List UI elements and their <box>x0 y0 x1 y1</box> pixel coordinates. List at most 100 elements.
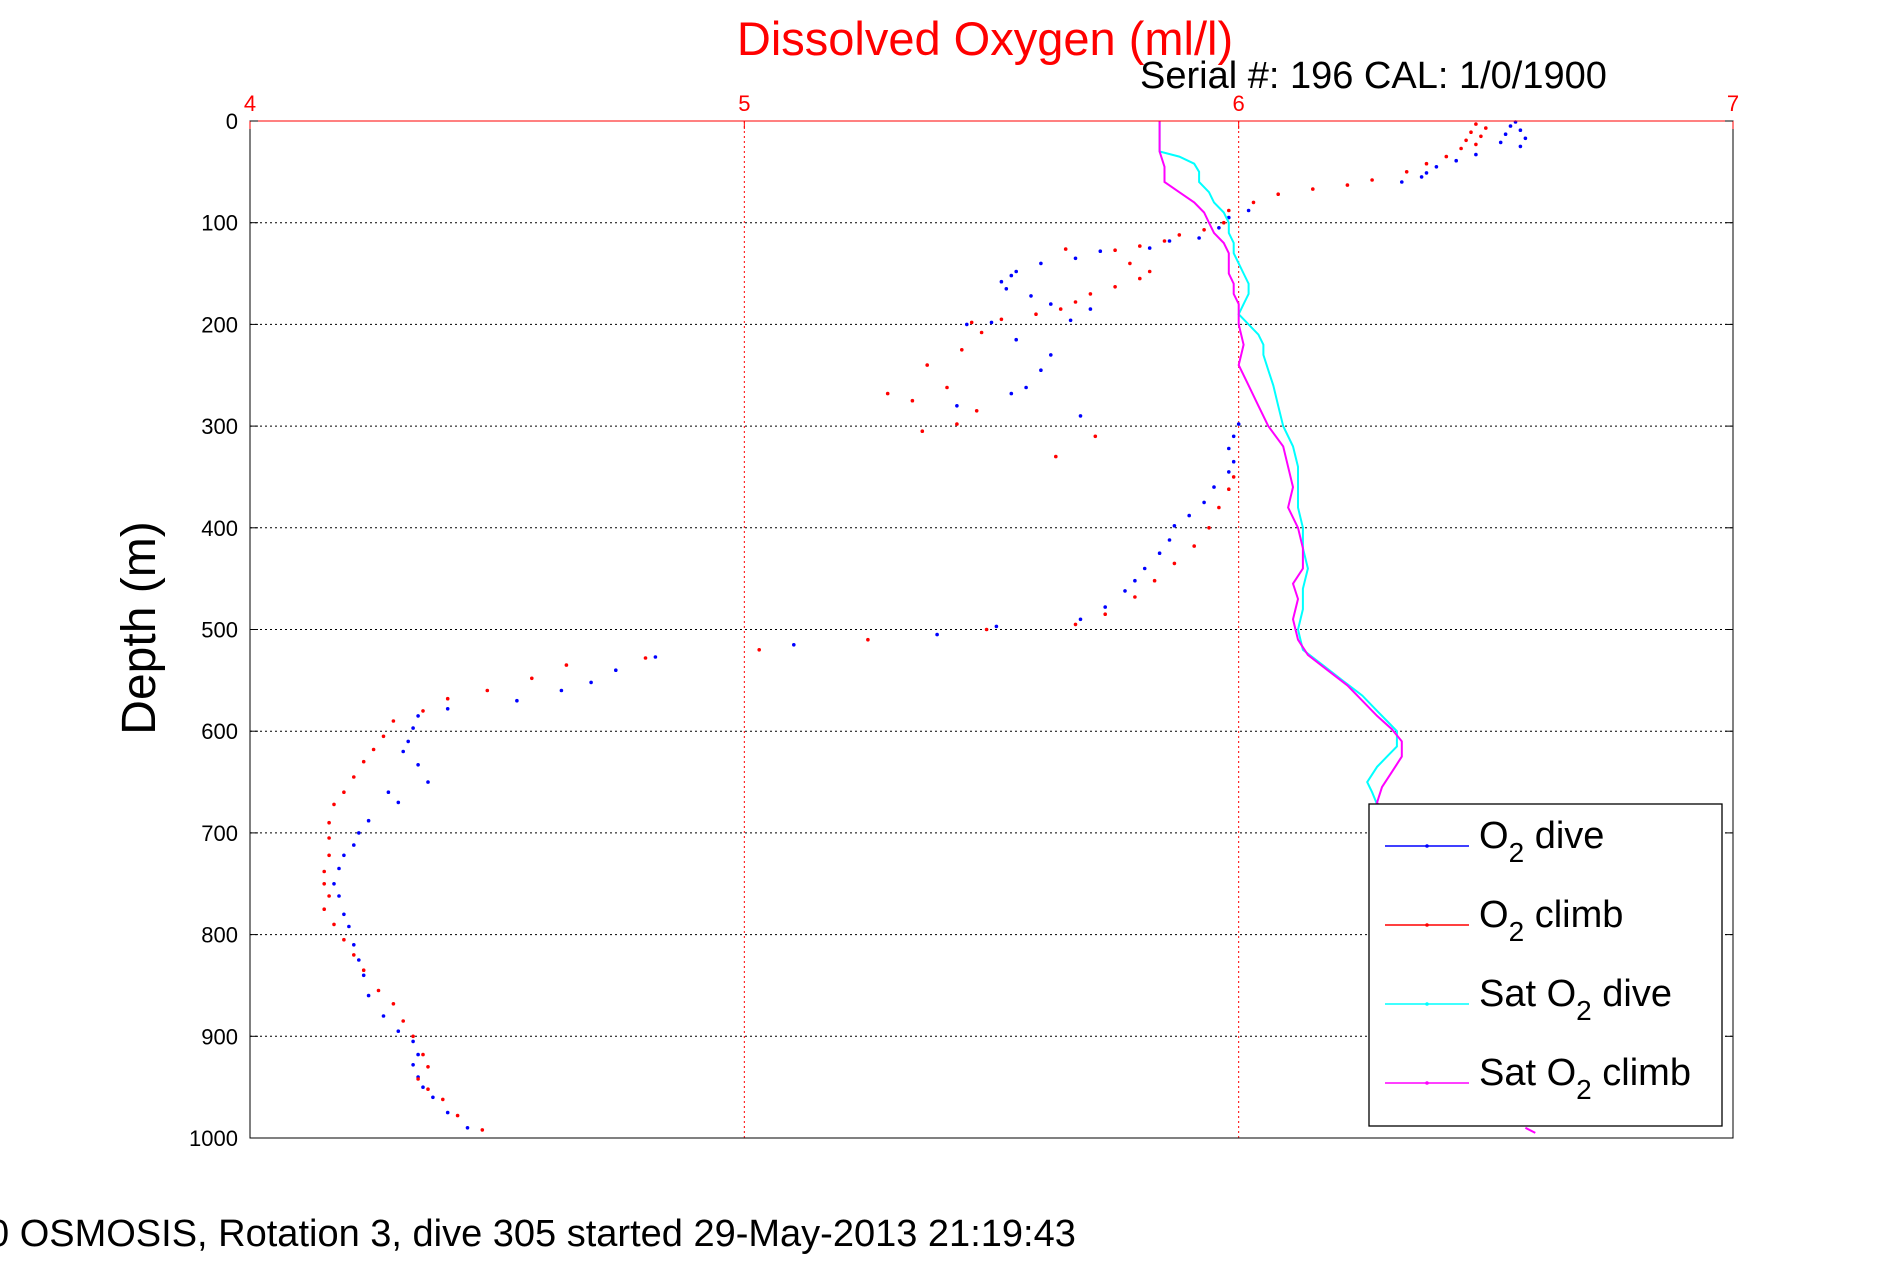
data-point <box>1523 136 1528 141</box>
data-point <box>1009 391 1014 396</box>
data-point <box>1014 337 1018 342</box>
data-point <box>347 924 351 929</box>
data-point <box>1152 578 1157 583</box>
data-point <box>885 391 890 396</box>
data-point <box>411 1063 415 1067</box>
legend-entry: O2 dive <box>1385 815 1604 868</box>
data-point <box>994 624 999 629</box>
data-point <box>357 958 361 962</box>
data-point <box>396 1029 401 1033</box>
x-tick-label: 7 <box>1727 91 1739 116</box>
data-point <box>1251 200 1256 205</box>
data-point <box>416 1077 420 1081</box>
data-point <box>960 348 964 352</box>
data-point <box>1172 524 1177 528</box>
data-point <box>643 656 648 660</box>
data-point <box>1103 612 1107 616</box>
legend-entry: Sat O2 climb <box>1385 1052 1691 1105</box>
data-point <box>426 1087 430 1091</box>
data-point <box>441 1097 445 1102</box>
data-point <box>910 398 915 403</box>
data-point <box>1157 551 1162 555</box>
data-point <box>1212 485 1216 489</box>
legend: O2 dive O2 climb Sat O2 dive Sat O2 climb <box>1368 803 1723 1127</box>
data-point <box>376 988 381 993</box>
data-point <box>361 759 366 764</box>
data-point <box>1217 505 1221 510</box>
data-point <box>1123 589 1127 593</box>
data-point <box>416 1052 420 1057</box>
data-point <box>1276 192 1280 196</box>
data-point <box>1454 158 1458 163</box>
data-point <box>361 968 366 972</box>
data-point <box>1469 130 1473 134</box>
x-tick-labels: 4 5 6 7 <box>244 91 1739 129</box>
data-point <box>1246 208 1251 213</box>
data-point <box>1128 261 1132 266</box>
data-point <box>327 836 331 840</box>
y-tick-label: 200 <box>201 312 238 337</box>
y-tick-label: 600 <box>201 719 238 744</box>
data-point <box>1088 292 1093 296</box>
data-point <box>1039 261 1043 266</box>
series-line <box>1158 121 1398 805</box>
legend-marker <box>1425 1002 1429 1006</box>
data-point <box>366 993 371 998</box>
data-point <box>1172 561 1177 566</box>
y-tick-label: 500 <box>201 618 238 643</box>
data-point <box>1049 353 1053 357</box>
data-point <box>1311 187 1315 191</box>
y-tick-labels: 0 100 200 300 400 500 600 700 800 900 1000 <box>189 109 1733 1151</box>
data-point <box>332 882 336 886</box>
data-point <box>1207 526 1211 530</box>
data-point <box>1202 500 1206 505</box>
data-point <box>426 1065 430 1069</box>
data-point <box>1093 434 1098 439</box>
data-point <box>1444 154 1449 159</box>
data-point <box>792 643 796 647</box>
data-point <box>352 943 356 947</box>
data-point <box>1138 244 1142 248</box>
data-point <box>485 688 490 693</box>
data-point <box>1474 142 1478 147</box>
data-point <box>999 317 1004 322</box>
data-point <box>1518 128 1523 132</box>
legend-label: Sat O2 dive <box>1479 973 1672 1026</box>
y-tick-label: 0 <box>226 109 238 134</box>
data-point <box>401 1019 406 1023</box>
series-layer <box>322 120 1536 1134</box>
data-point <box>1034 312 1038 317</box>
data-point <box>1231 434 1236 439</box>
data-point <box>322 882 327 886</box>
data-point <box>421 1085 425 1089</box>
data-point <box>984 627 989 632</box>
y-tick-label: 1000 <box>189 1126 238 1151</box>
chart-title: Dissolved Oxygen (ml/l) <box>737 12 1233 65</box>
data-point <box>396 800 401 805</box>
data-point <box>1073 622 1078 627</box>
data-point <box>342 937 346 942</box>
data-point <box>445 696 450 701</box>
data-point <box>866 637 870 642</box>
data-point <box>1049 302 1053 306</box>
data-point <box>653 655 658 659</box>
data-point <box>1088 307 1093 311</box>
data-point <box>445 1110 450 1115</box>
data-point <box>1073 256 1078 261</box>
data-point <box>1103 605 1107 609</box>
data-point <box>1231 475 1236 479</box>
legend-marker <box>1425 1081 1429 1085</box>
data-point <box>935 632 939 637</box>
data-point <box>1133 595 1137 599</box>
data-point <box>386 790 391 794</box>
data-point <box>1484 126 1488 130</box>
data-point <box>1217 226 1221 230</box>
data-point <box>969 320 974 325</box>
series-sat_dive <box>1158 121 1398 805</box>
y-tick-label: 700 <box>201 821 238 846</box>
legend-marker <box>1425 844 1429 848</box>
data-point <box>352 775 356 779</box>
data-point <box>1424 161 1429 166</box>
data-point <box>1147 246 1152 250</box>
data-point <box>1498 140 1503 145</box>
